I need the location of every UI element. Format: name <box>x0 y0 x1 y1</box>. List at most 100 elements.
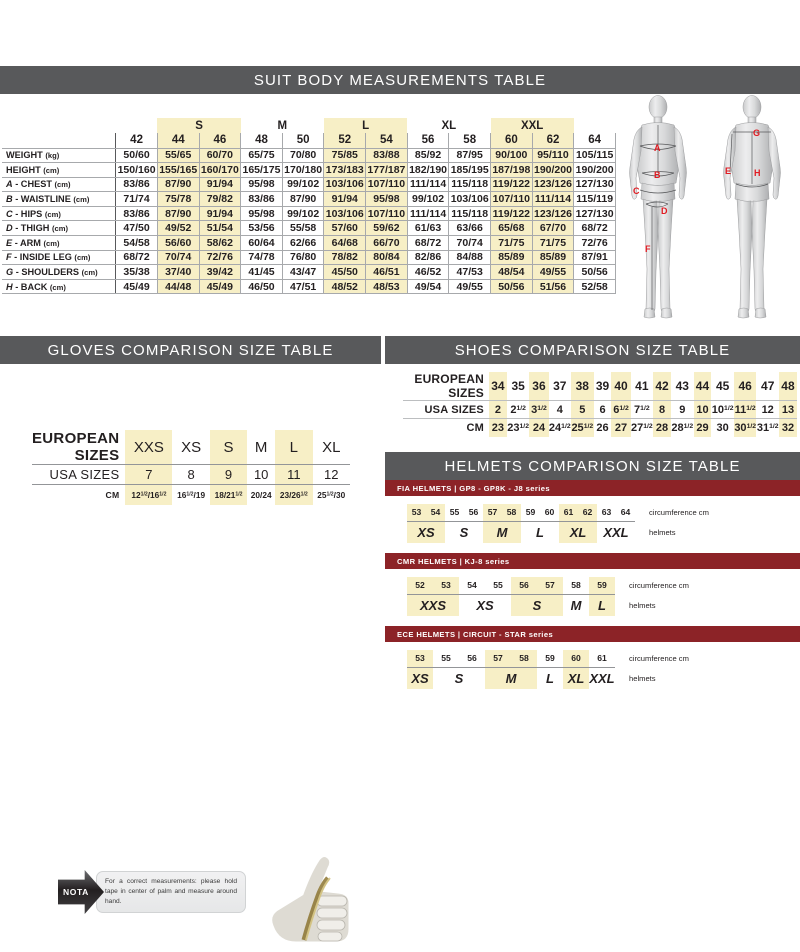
suit-cell: 83/86 <box>115 206 158 222</box>
gloves-cell: S <box>209 430 248 465</box>
shoes-cell: 101/2 <box>711 400 734 419</box>
shoes-panel-title: SHOES COMPARISON SIZE TABLE <box>385 336 800 364</box>
helmet-circ-cell: 59 <box>589 577 615 595</box>
suit-size-46: 46 <box>199 133 242 149</box>
suit-panel-title: SUIT BODY MEASUREMENTS TABLE <box>0 66 800 94</box>
table-row: USA SIZES 7 8 9 10 11 12 <box>32 464 350 485</box>
suit-cell: 50/60 <box>115 148 158 164</box>
marker-A: A <box>654 143 661 153</box>
shoes-cell: 13 <box>778 400 797 419</box>
suit-cell: 95/98 <box>365 191 408 207</box>
suit-size-spacer <box>2 133 117 149</box>
suit-cell: 99/102 <box>407 191 450 207</box>
shoes-cell: 29 <box>693 418 712 437</box>
suit-cell: 46/52 <box>407 264 450 280</box>
helmet-circ-cell: 63 <box>597 504 616 522</box>
mannequin-figures: A B C D F <box>610 94 800 330</box>
suit-cell: 65/75 <box>240 148 283 164</box>
suit-cell: 87/90 <box>157 177 200 193</box>
suit-cell: 44/48 <box>157 279 200 295</box>
suit-cell: 45/49 <box>199 279 242 295</box>
suit-cell: 95/110 <box>532 148 575 164</box>
helmet-circ-cell: 56 <box>511 577 537 595</box>
helmets-blocks: FIA HELMETS | GP8 - GP8K - J8 series 53 54… <box>385 480 800 699</box>
shoes-cell: 27 <box>611 418 631 437</box>
marker-H: H <box>754 168 761 178</box>
helmet-circ-cell: 59 <box>521 504 540 522</box>
gloves-cell: M <box>247 430 276 465</box>
helmet-circ-cell: 61 <box>589 650 615 668</box>
gloves-size-table: EUROPEAN SIZES XXS XS S M L XL USA SIZES 7 8 9 10 11… <box>32 430 350 505</box>
shoes-cell: 6 <box>593 400 612 419</box>
shoes-cell: 301/2 <box>733 418 757 437</box>
suit-group-spacer <box>2 118 116 133</box>
shoes-cell: 8 <box>653 400 671 419</box>
suit-cell: 87/95 <box>448 148 492 164</box>
helmet-size-XL: XL <box>563 667 589 689</box>
suit-cell: 83/86 <box>240 191 283 207</box>
table-row: B - WAISTLINE (cm) 71/74 75/78 79/82 83/86 87… <box>2 191 616 207</box>
shoes-cell: 42 <box>653 372 671 401</box>
suit-cell: 59/62 <box>365 220 408 237</box>
suit-cell: 90/100 <box>490 148 533 164</box>
table-row: 53 55 56 57 58 59 60 61 <box>407 650 615 668</box>
shoes-panel: SHOES COMPARISON SIZE TABLE EUROPEAN SIZ… <box>385 336 800 448</box>
suit-size-62: 62 <box>532 133 575 149</box>
suit-cell: 83/86 <box>115 177 158 193</box>
suit-cell: 52/58 <box>573 279 616 295</box>
suit-cell: 47/51 <box>282 279 325 295</box>
suit-cell: 119/122 <box>490 177 533 193</box>
mannequin-back-icon: G E H <box>723 95 781 319</box>
gloves-panel: GLOVES COMPARISON SIZE TABLE EUROPEAN SI… <box>0 336 381 945</box>
shoes-cell: 28 <box>653 418 671 437</box>
suit-cell: 103/106 <box>323 206 367 222</box>
table-row: F - INSIDE LEG (cm) 68/72 70/74 72/76 74/78 7… <box>2 250 616 266</box>
suit-row-label-height: HEIGHT (cm) <box>2 162 117 178</box>
suit-cell: 103/106 <box>323 177 367 193</box>
table-row: CM 121/2/161/2 161/2/19 18/211/2 20/24 23/261… <box>32 484 350 505</box>
helmet-size-L: L <box>536 524 544 540</box>
helmet-legend-helmets: helmets <box>629 674 656 683</box>
suit-row-label-chest: A - CHEST (cm) <box>2 177 117 193</box>
suit-cell: 76/80 <box>282 250 325 266</box>
suit-cell: 87/90 <box>157 206 200 222</box>
suit-cell: 107/110 <box>365 206 408 222</box>
table-row: HEIGHT (cm) 150/160 155/165 160/170 165/175 1… <box>2 162 616 178</box>
table-row: WEIGHT (kg) 50/60 55/65 60/70 65/75 70/80 75/8… <box>2 148 616 164</box>
suit-cell: 95/98 <box>240 177 283 193</box>
suit-measurements-table: S M L XL XXL 42 44 46 48 50 52 54 56 58 60 62 64 WEIGHT (… <box>2 118 616 295</box>
suit-cell: 51/56 <box>532 279 575 295</box>
suit-cell: 165/175 <box>240 162 283 178</box>
table-row: C - HIPS (cm) 83/86 87/90 91/94 95/98 99/102 1… <box>2 206 616 222</box>
table-row: D - THIGH (cm) 47/50 49/52 51/54 53/56 55/58 5… <box>2 220 616 237</box>
suit-cell: 107/110 <box>490 191 533 207</box>
helmet-circ-cell: 55 <box>485 577 511 595</box>
helmet-circ-cell: 62 <box>578 504 597 522</box>
helmet-circ-cell: 54 <box>459 577 485 595</box>
gloves-cell: 7 <box>125 464 173 485</box>
helmet-legend-helmets: helmets <box>629 601 656 610</box>
shoes-cell: 41 <box>630 372 654 401</box>
shoes-cell: 61/2 <box>611 400 631 419</box>
marker-E: E <box>725 166 731 176</box>
helmet-legend-circumference: circumference cm <box>649 508 709 517</box>
suit-cell: 150/160 <box>115 162 158 178</box>
gloves-cell: 11 <box>275 464 313 485</box>
shoes-size-table: EUROPEAN SIZES 34 35 36 37 38 39 40 41 42 43 44 45 46… <box>403 372 797 437</box>
suit-cell: 37/40 <box>157 264 200 280</box>
shoes-cell: 21/2 <box>506 400 530 419</box>
helmet-circ-cell: 57 <box>483 504 502 522</box>
helmet-size-S: S <box>459 524 469 540</box>
shoes-cell: 36 <box>529 372 549 401</box>
helmets-panel-title: HELMETS COMPARISON SIZE TABLE <box>385 452 800 480</box>
gloves-cell: 161/2/19 <box>177 489 206 500</box>
gloves-row-label-cm: CM <box>105 489 120 500</box>
helmet-band-title: CMR HELMETS | KJ-8 series <box>385 553 800 569</box>
gloves-panel-title: GLOVES COMPARISON SIZE TABLE <box>0 336 381 364</box>
suit-cell: 55/58 <box>282 220 325 237</box>
table-row: XS S M L XL XXL <box>407 521 635 543</box>
suit-size-60: 60 <box>490 133 533 149</box>
suit-cell: 123/126 <box>532 206 575 222</box>
suit-cell: 48/53 <box>365 279 408 295</box>
suit-cell: 170/180 <box>282 162 325 178</box>
